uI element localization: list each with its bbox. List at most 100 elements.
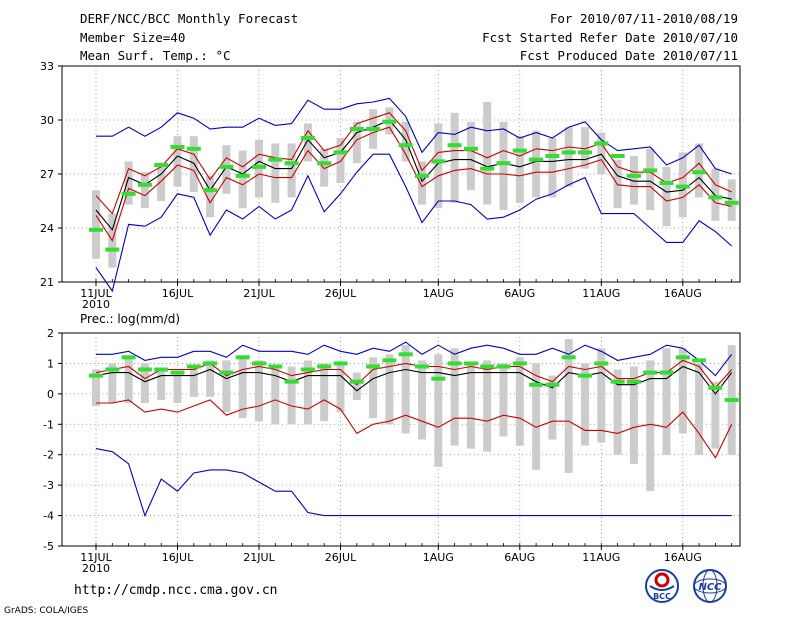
temp-spread-box xyxy=(222,145,231,194)
temp-spread-box xyxy=(548,138,557,198)
precip-spread-box xyxy=(466,363,475,449)
temp-spread-box xyxy=(629,156,638,205)
temp-spread-box xyxy=(581,127,589,169)
grads-credit: GrADS: COLA/IGES xyxy=(4,606,89,616)
temp-line-upper xyxy=(95,112,732,215)
temp-xtick-label: 11JUL xyxy=(80,287,112,300)
precip-ytick-label: 0 xyxy=(47,388,54,401)
precip-xtick-label: 21JUL xyxy=(243,551,275,564)
precip-xtick-label: 6AUG xyxy=(504,551,535,564)
precip-median-mark xyxy=(512,361,527,366)
temp-spread-box xyxy=(564,127,573,187)
temp-median-mark xyxy=(545,154,560,158)
precip-spread-box xyxy=(613,369,622,455)
temp-median-mark xyxy=(203,188,218,193)
temp-median-mark xyxy=(170,145,185,149)
precip-spread-box xyxy=(499,363,508,437)
precip-median-mark xyxy=(154,367,169,372)
precip-spread-box xyxy=(369,357,378,419)
precip-xtick-sublabel: 2010 xyxy=(82,562,110,575)
precip-spread-box xyxy=(108,363,117,403)
precip-median-mark xyxy=(708,385,723,390)
temp-ytick-label: 30 xyxy=(40,114,54,127)
precip-ytick-label: -3 xyxy=(43,479,54,492)
precip-median-mark xyxy=(252,361,266,366)
precip-ytick-label: 2 xyxy=(47,327,54,340)
bcc-logo: BCC xyxy=(645,569,679,603)
temp-median-mark xyxy=(284,161,299,166)
temp-median-mark xyxy=(692,170,707,175)
ncc-logo-text: NCC xyxy=(698,582,722,593)
precip-spread-box xyxy=(597,348,606,443)
temp-spread-box xyxy=(140,172,149,209)
precip-spread-box xyxy=(320,363,329,422)
precip-median-mark xyxy=(349,379,364,384)
precip-spread-box xyxy=(646,360,655,492)
precip-spread-box xyxy=(255,360,263,422)
temp-ytick-label: 24 xyxy=(40,222,54,235)
temp-median-mark xyxy=(154,163,169,167)
temp-median-mark xyxy=(496,161,511,166)
precip-xtick-label: 16JUL xyxy=(162,551,194,564)
precip-xtick-label: 11AUG xyxy=(582,551,620,564)
source-url[interactable]: http://cmdp.ncc.cma.gov.cn xyxy=(74,583,278,598)
precip-spread-box xyxy=(695,363,704,455)
temp-median-mark xyxy=(561,150,576,155)
precip-median-mark xyxy=(268,364,283,369)
precip-median-mark xyxy=(496,364,511,369)
precip-spread-box xyxy=(515,357,524,446)
temp-median-mark xyxy=(659,181,674,185)
temp-spread-box xyxy=(352,121,361,164)
temp-median-mark xyxy=(186,146,201,151)
temp-xtick-label: 26JUL xyxy=(325,287,357,300)
precip-spread-box xyxy=(222,360,231,413)
precip-median-mark xyxy=(659,370,674,375)
precip-median-mark xyxy=(610,379,625,384)
temp-median-mark xyxy=(512,148,527,153)
precip-spread-box xyxy=(336,363,345,413)
temp-median-mark xyxy=(724,200,739,205)
precip-panel-title: Prec.: log(mm/d) xyxy=(80,312,180,326)
temp-spread-box xyxy=(515,136,524,203)
temp-ytick-label: 27 xyxy=(40,168,54,181)
precip-spread-box xyxy=(711,381,720,449)
temp-median-mark xyxy=(643,168,658,173)
precip-median-mark xyxy=(382,358,397,363)
precip-median-mark xyxy=(529,382,544,387)
precip-median-mark xyxy=(626,379,641,384)
temp-median-mark xyxy=(382,119,397,124)
bcc-logo-text: BCC xyxy=(653,592,671,601)
precip-plot-frame xyxy=(61,332,741,547)
precip-spread-box xyxy=(483,360,492,452)
precip-spread-box xyxy=(124,357,133,403)
temp-spread-box xyxy=(238,150,247,209)
temp-xtick-label: 11AUG xyxy=(582,287,620,300)
precip-median-mark xyxy=(284,379,299,384)
precip-spread-box xyxy=(662,348,671,455)
temp-median-mark xyxy=(594,141,609,146)
precip-median-mark xyxy=(121,355,136,360)
precip-median-mark xyxy=(675,355,690,360)
temp-ytick-label: 21 xyxy=(40,276,54,289)
temp-median-mark xyxy=(398,143,413,148)
temp-median-mark xyxy=(626,173,641,178)
temp-median-mark xyxy=(235,173,250,178)
temp-xtick-label: 1AUG xyxy=(423,287,454,300)
forecast-period-label: For 2010/07/11-2010/08/19 xyxy=(549,11,738,26)
agency-logos: BCC NCC xyxy=(645,569,727,603)
temp-line-mean xyxy=(95,119,732,231)
precip-median-mark xyxy=(643,370,658,375)
precip-spread-box xyxy=(532,363,541,470)
temp-line-min xyxy=(95,153,733,293)
temp-median-mark xyxy=(480,166,495,171)
precip-spread-box xyxy=(173,372,182,403)
precip-spread-box xyxy=(206,360,215,397)
precip-spread-box xyxy=(564,339,573,473)
precip-spread-box xyxy=(287,366,296,425)
precip-spread-box xyxy=(450,348,459,446)
precip-median-mark xyxy=(398,352,413,357)
precip-median-mark xyxy=(317,364,332,369)
precip-spread-box xyxy=(92,369,100,407)
